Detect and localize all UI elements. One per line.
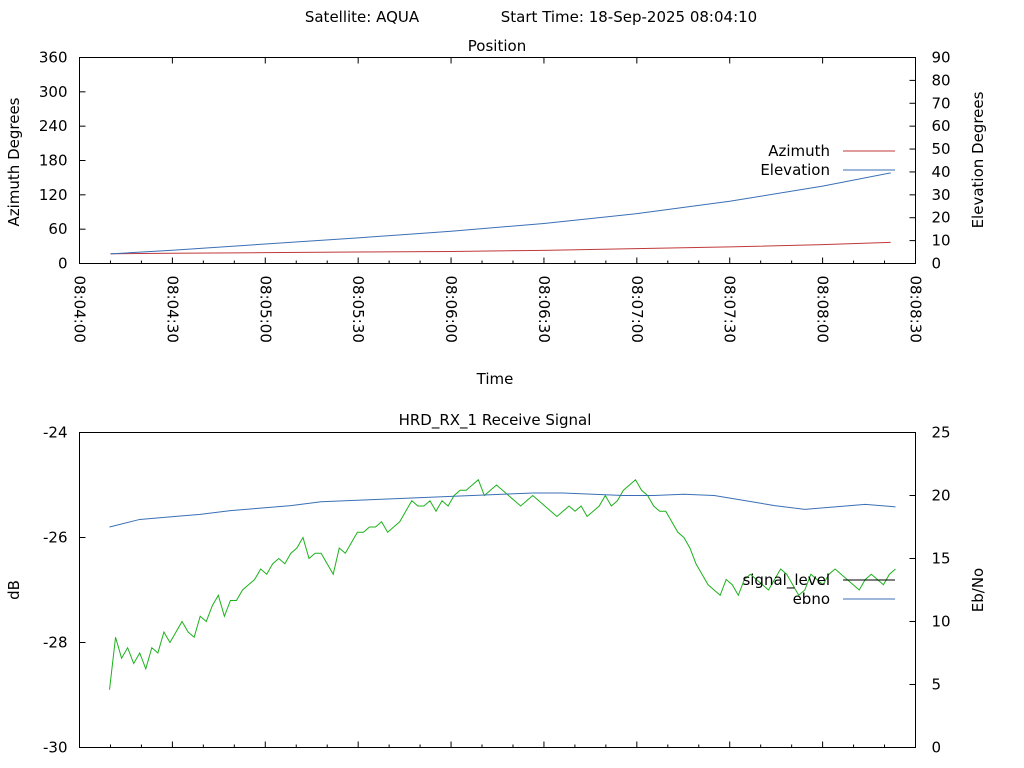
position-y2-ticks: 0 10 20 30 40 50 60 70 80 90 xyxy=(909,49,951,273)
y2-tick-label: 10 xyxy=(932,613,951,631)
y2-tick-label: 30 xyxy=(932,186,951,204)
position-x-axis-label: Time xyxy=(476,370,514,388)
position-series xyxy=(110,172,891,255)
y-tick-label: -30 xyxy=(43,739,68,757)
y2-tick-label: 50 xyxy=(932,140,951,158)
y-tick-label: 180 xyxy=(39,152,68,170)
y2-tick-label: 25 xyxy=(932,424,951,442)
position-legend: Azimuth Elevation xyxy=(760,142,895,179)
azimuth-line xyxy=(110,241,891,255)
receive-signal-legend: signal_level ebno xyxy=(742,571,895,608)
y2-tick-label: 90 xyxy=(932,49,951,67)
y2-tick-label: 10 xyxy=(932,232,951,250)
y-tick-label: 300 xyxy=(39,83,68,101)
receive-signal-y-ticks: -30 -28 -26 -24 xyxy=(43,424,86,757)
x-tick-label: 08:06:00 xyxy=(442,276,460,343)
header: Satellite: AQUA Start Time: 18-Sep-2025 … xyxy=(305,8,757,26)
position-chart: Position Azimuth Degrees Elevation Degre… xyxy=(5,37,987,388)
y-tick-label: -26 xyxy=(43,529,68,547)
position-y2-axis-label: Elevation Degrees xyxy=(969,91,987,228)
x-tick-label: 08:05:00 xyxy=(256,276,274,343)
receive-signal-y2-ticks: 0 5 10 15 20 25 xyxy=(909,424,951,757)
receive-signal-y-axis-label: dB xyxy=(5,580,23,600)
receive-signal-plot-frame xyxy=(79,432,916,748)
y-tick-label: 60 xyxy=(48,220,67,238)
ebno-line xyxy=(109,492,896,528)
legend-ebno-label: ebno xyxy=(793,590,830,608)
y-tick-label: -24 xyxy=(43,424,68,442)
y2-tick-label: 40 xyxy=(932,163,951,181)
y-tick-label: -28 xyxy=(43,634,68,652)
y2-tick-label: 20 xyxy=(932,487,951,505)
y-tick-label: 120 xyxy=(39,186,68,204)
receive-signal-x-ticks xyxy=(79,741,916,748)
receive-signal-title: HRD_RX_1 Receive Signal xyxy=(399,411,592,430)
x-tick-label: 08:06:30 xyxy=(535,276,553,343)
y2-tick-label: 60 xyxy=(932,117,951,135)
position-y-ticks: 0 60 120 180 240 300 360 xyxy=(39,49,86,273)
y-tick-label: 0 xyxy=(58,255,68,273)
x-tick-label: 08:07:00 xyxy=(628,276,646,343)
start-time-label: Start Time: 18-Sep-2025 08:04:10 xyxy=(501,8,757,26)
x-tick-label: 08:04:30 xyxy=(163,276,181,343)
y-tick-label: 240 xyxy=(39,117,68,135)
y2-tick-label: 5 xyxy=(932,676,942,694)
x-tick-label: 08:08:30 xyxy=(907,276,925,343)
y2-tick-label: 20 xyxy=(932,209,951,227)
y-tick-label: 360 xyxy=(39,49,68,67)
y2-tick-label: 0 xyxy=(932,739,942,757)
position-y-axis-label: Azimuth Degrees xyxy=(5,97,23,226)
legend-signal-level-label: signal_level xyxy=(742,571,830,590)
y2-tick-label: 0 xyxy=(932,255,942,273)
receive-signal-series xyxy=(109,478,896,690)
x-tick-label: 08:05:30 xyxy=(349,276,367,343)
y2-tick-label: 80 xyxy=(932,71,951,89)
x-tick-label: 08:07:30 xyxy=(721,276,739,343)
receive-signal-y2-axis-label: Eb/No xyxy=(969,568,987,612)
receive-signal-chart: HRD_RX_1 Receive Signal dB Eb/No -30-28-… xyxy=(5,411,987,757)
legend-azimuth-label: Azimuth xyxy=(768,142,830,160)
x-tick-label: 08:08:00 xyxy=(814,276,832,343)
satellite-label: Satellite: AQUA xyxy=(305,8,420,26)
position-title: Position xyxy=(468,37,526,55)
y2-tick-label: 70 xyxy=(932,94,951,112)
elevation-line xyxy=(110,172,891,255)
y2-tick-label: 15 xyxy=(932,550,951,568)
position-x-ticks: 08:04:00 08:04:30 08:05:00 08:05:30 08:06:00… xyxy=(71,57,925,343)
legend-elevation-label: Elevation xyxy=(760,161,830,179)
signal-level-line xyxy=(109,478,896,690)
x-tick-label: 08:04:00 xyxy=(71,276,89,343)
